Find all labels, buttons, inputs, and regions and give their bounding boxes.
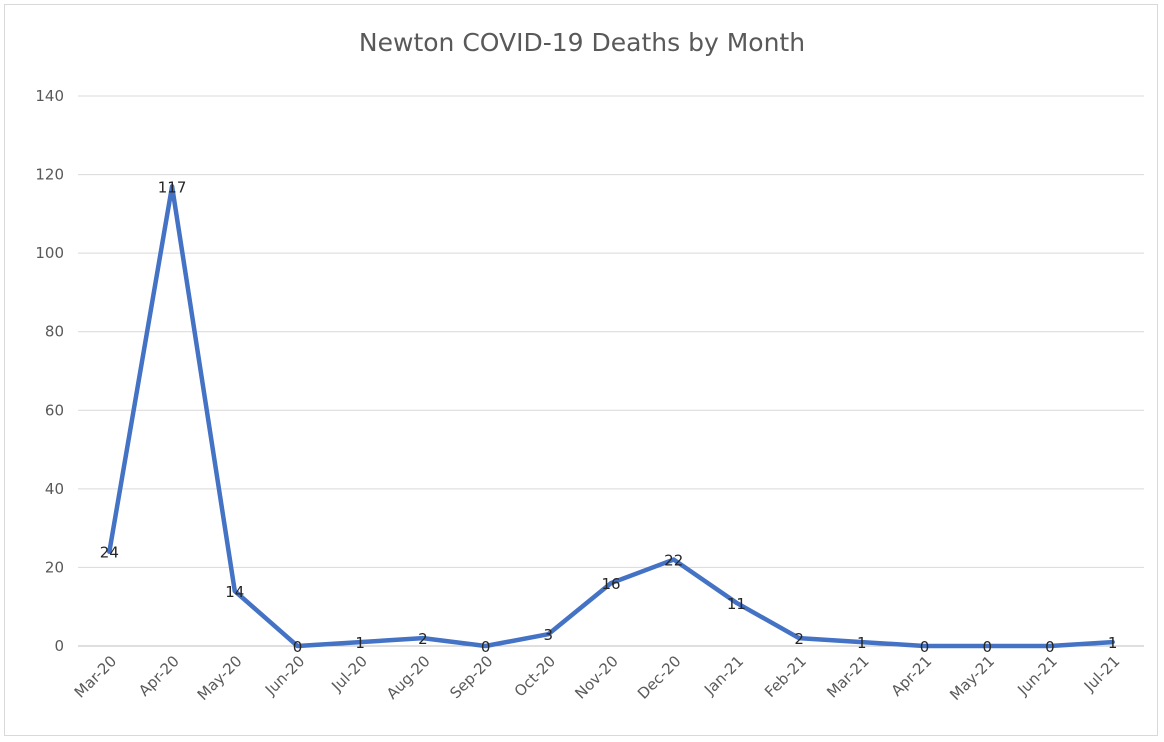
data-point (232, 589, 237, 593)
y-tick-label: 40 (45, 480, 64, 498)
data-point (985, 644, 990, 648)
y-tick-label: 20 (45, 558, 64, 576)
data-point (1110, 640, 1115, 645)
data-label: 0 (481, 638, 491, 656)
y-axis-ticks: 0 20 40 60 80 100 120 140 (35, 87, 64, 655)
y-tick-label: 60 (45, 401, 64, 419)
x-tick-label: Jul-20 (327, 652, 371, 696)
data-point (420, 636, 425, 641)
data-point (107, 549, 112, 554)
data-label: 0 (920, 638, 930, 656)
data-point (170, 184, 175, 189)
data-point (1047, 644, 1052, 648)
x-tick-label: Jun-21 (1013, 652, 1060, 699)
data-label: 22 (664, 552, 683, 570)
data-label: 0 (982, 638, 992, 656)
gridlines (78, 95, 1144, 647)
data-point (797, 636, 802, 641)
data-point (358, 640, 363, 645)
data-label: 16 (601, 575, 620, 593)
data-label: 2 (794, 630, 804, 648)
x-tick-label: Aug-20 (383, 652, 434, 703)
data-point (859, 640, 864, 645)
x-tick-label: Mar-21 (823, 652, 872, 701)
y-tick-label: 80 (45, 323, 64, 341)
data-label: 1 (857, 634, 867, 652)
chart-frame (4, 4, 1158, 736)
data-label: 24 (100, 544, 119, 562)
x-tick-label: Apr-21 (888, 652, 936, 700)
x-tick-label: May-20 (194, 652, 246, 704)
series-lines (107, 184, 1115, 649)
data-point (483, 644, 488, 648)
data-labels: 24 117 14 0 1 2 0 3 16 22 11 2 1 0 0 0 1 (100, 178, 1118, 656)
data-point (671, 557, 676, 562)
data-label: 1 (1108, 634, 1118, 652)
data-label: 2 (418, 630, 428, 648)
y-tick-label: 140 (35, 87, 64, 105)
data-point (295, 644, 300, 648)
x-tick-label: Mar-20 (71, 652, 120, 701)
chart-title: Newton COVID-19 Deaths by Month (358, 28, 806, 57)
x-axis-ticks: Mar-20 Apr-20 May-20 Jun-20 Jul-20 Aug-20 Sep-… (71, 652, 1124, 704)
x-tick-label: Oct-20 (511, 652, 559, 700)
x-tick-label: Apr-20 (135, 652, 183, 700)
x-tick-label: Jun-20 (261, 652, 308, 699)
data-label: 11 (727, 595, 746, 613)
y-tick-label: 0 (54, 637, 64, 655)
data-label: 0 (293, 638, 303, 656)
y-tick-label: 120 (35, 166, 64, 184)
data-point (922, 644, 927, 648)
data-label: 3 (544, 626, 554, 644)
x-tick-label: Jan-21 (700, 652, 747, 699)
data-point (609, 581, 613, 586)
x-tick-label: Nov-20 (571, 652, 621, 702)
y-tick-label: 100 (35, 244, 64, 262)
data-point (546, 632, 551, 637)
data-label: 14 (225, 583, 244, 601)
x-tick-label: Jul-21 (1080, 652, 1124, 696)
x-tick-label: Sep-20 (446, 652, 496, 702)
x-tick-label: Dec-20 (634, 652, 685, 703)
data-label: 117 (158, 178, 187, 196)
data-point (734, 600, 739, 605)
data-label: 1 (355, 634, 365, 652)
x-tick-label: May-21 (946, 652, 998, 704)
data-label: 0 (1045, 638, 1055, 656)
x-tick-label: Feb-21 (761, 652, 810, 701)
